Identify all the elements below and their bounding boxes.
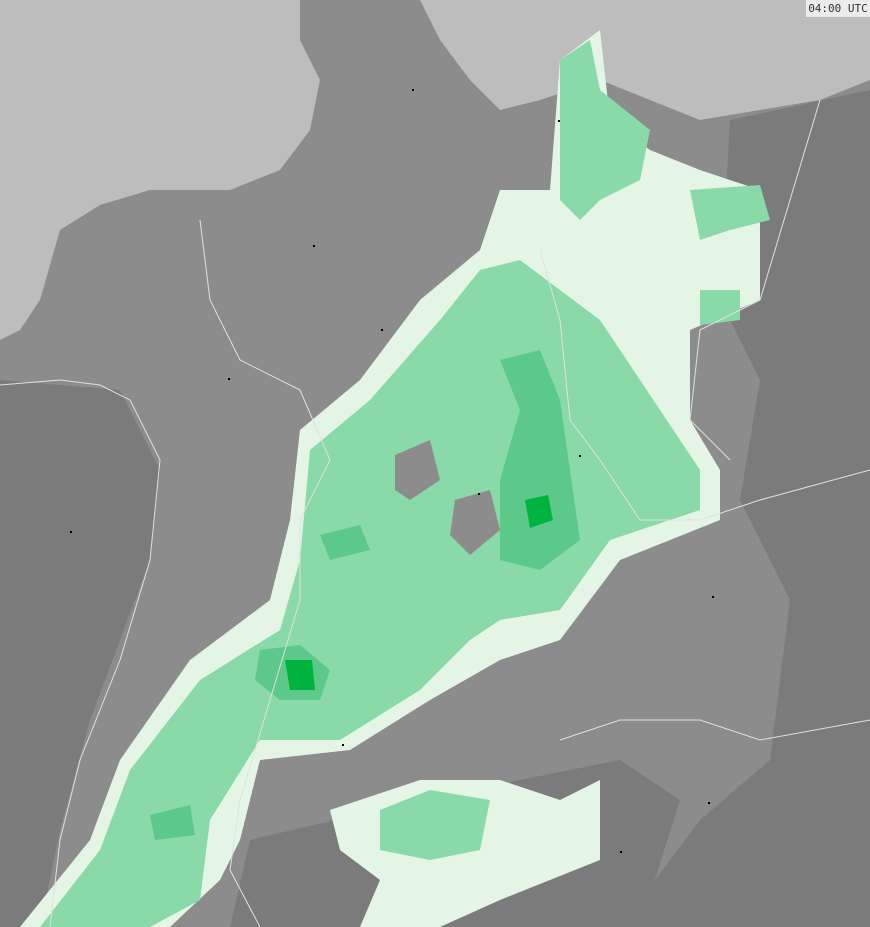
timestamp-label: 04:00 UTC [805,0,870,18]
land-dark-east [620,90,870,927]
sea [0,0,320,340]
country-borders [0,99,870,927]
dry-area [395,440,500,555]
precip-light-north [560,40,650,220]
precip-light-south [380,790,490,860]
precip-light-ne [690,185,770,325]
precip-medium-2 [150,525,370,840]
precip-medium [500,350,580,570]
baltic-sea [420,0,870,120]
city-markers [70,89,714,853]
precip-heavy [285,495,553,690]
land-dark-west [0,380,160,927]
